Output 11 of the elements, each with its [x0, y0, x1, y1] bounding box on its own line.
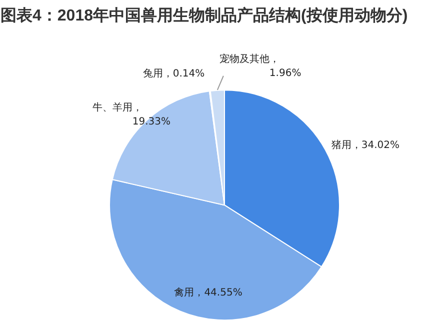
slice-label: 牛、羊用: [92, 102, 132, 114]
data-label: ，44.55%: [194, 287, 242, 298]
data-label: ，34.02%: [351, 140, 400, 152]
data-label: ， 19.33%: [132, 102, 171, 128]
slice-label: 禽用: [174, 286, 194, 298]
slice-label: 宠物及其他: [219, 52, 270, 65]
data-label: ，0.14%: [162, 68, 205, 80]
slice-label: 兔用: [142, 68, 163, 80]
slice-label: 猪用: [331, 139, 352, 152]
data-label: ， 1.96%: [269, 54, 302, 79]
chart-title: 图表4：2018年中国兽用生物制品产品结构(按使用动物分): [0, 6, 408, 24]
